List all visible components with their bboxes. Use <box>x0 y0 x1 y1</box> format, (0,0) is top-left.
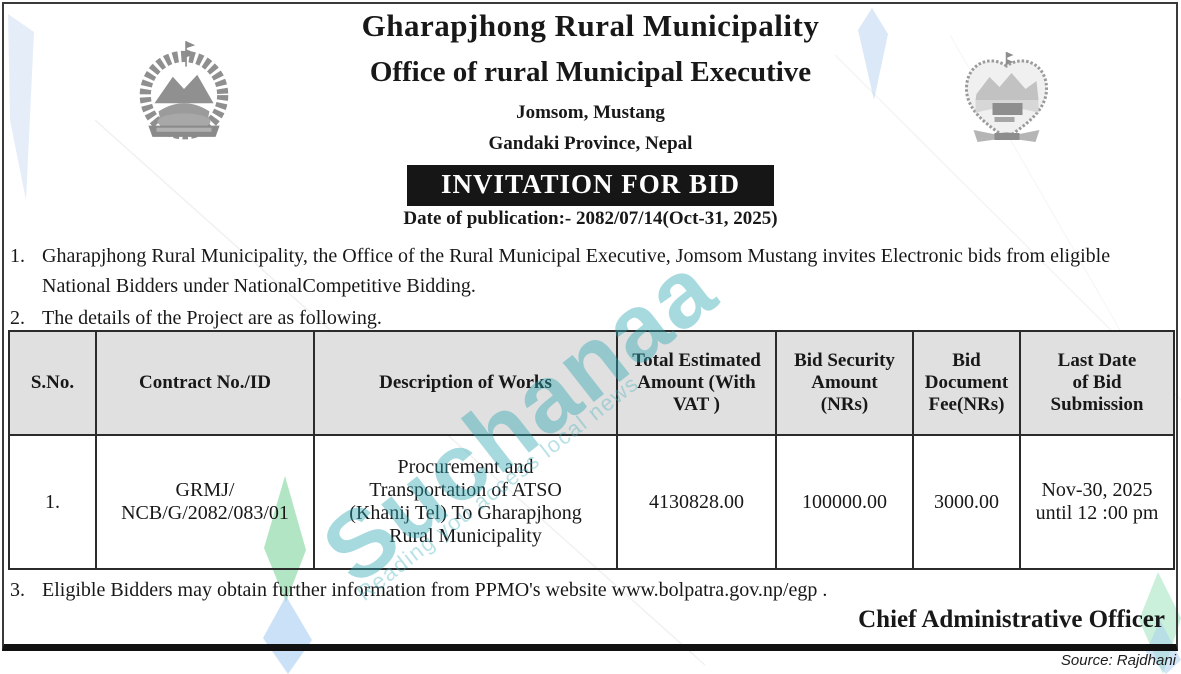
address-line-2: Gandaki Province, Nepal <box>488 133 693 154</box>
invitation-banner: INVITATION FOR BID <box>406 165 775 206</box>
column-header-estimated-amount: Total Estimated Amount (With VAT ) <box>616 330 777 436</box>
publication-date: Date of publication:- 2082/07/14(Oct-31,… <box>403 208 778 229</box>
column-header-last-date: Last Date of Bid Submission <box>1019 330 1175 436</box>
cell-sno: 1. <box>8 434 97 570</box>
source-credit: Source: Rajdhani <box>1060 652 1176 669</box>
clause-2: 2. The details of the Project are as fol… <box>10 303 1173 333</box>
cell-estimated-amount: 4130828.00 <box>616 434 777 570</box>
clause-text: Gharapjhong Rural Municipality, the Offi… <box>42 245 1111 297</box>
column-header-contract-id: Contract No./ID <box>95 330 315 436</box>
clause-1: 1. Gharapjhong Rural Municipality, the O… <box>10 241 1173 301</box>
office-subtitle: Office of rural Municipal Executive <box>369 56 812 88</box>
table-header-row: S.No. Contract No./ID Description of Wor… <box>8 330 1175 436</box>
nepal-government-emblem-logo <box>139 41 229 140</box>
column-header-sno: S.No. <box>8 330 97 436</box>
watermark-arrow-icon <box>263 596 312 674</box>
column-header-document-fee: Bid Document Fee(NRs) <box>912 330 1021 436</box>
clause-number: 2. <box>10 307 25 329</box>
page-title: Gharapjhong Rural Municipality <box>361 8 820 43</box>
column-header-bid-security: Bid Security Amount (NRs) <box>775 330 914 436</box>
cell-contract-id: GRMJ/ NCB/G/2082/083/01 <box>95 434 315 570</box>
cell-last-date: Nov-30, 2025 until 12 :00 pm <box>1019 434 1175 570</box>
signature-title: Chief Administrative Officer <box>858 606 1165 633</box>
cell-bid-security: 100000.00 <box>775 434 914 570</box>
bid-details-table: S.No. Contract No./ID Description of Wor… <box>8 330 1175 570</box>
cell-document-fee: 3000.00 <box>912 434 1021 570</box>
clause-3: 3. Eligible Bidders may obtain further i… <box>10 575 1173 605</box>
clause-text: Eligible Bidders may obtain further info… <box>42 579 828 601</box>
clause-text: The details of the Project are as follow… <box>42 307 382 329</box>
column-header-description: Description of Works <box>313 330 618 436</box>
clause-number: 3. <box>10 579 25 601</box>
municipality-emblem-logo <box>964 52 1049 142</box>
table-row: 1. GRMJ/ NCB/G/2082/083/01 Procurement a… <box>8 434 1175 570</box>
address-line-1: Jomsom, Mustang <box>516 102 665 123</box>
clause-number: 1. <box>10 245 25 267</box>
cell-description: Procurement and Transportation of ATSO (… <box>313 434 618 570</box>
